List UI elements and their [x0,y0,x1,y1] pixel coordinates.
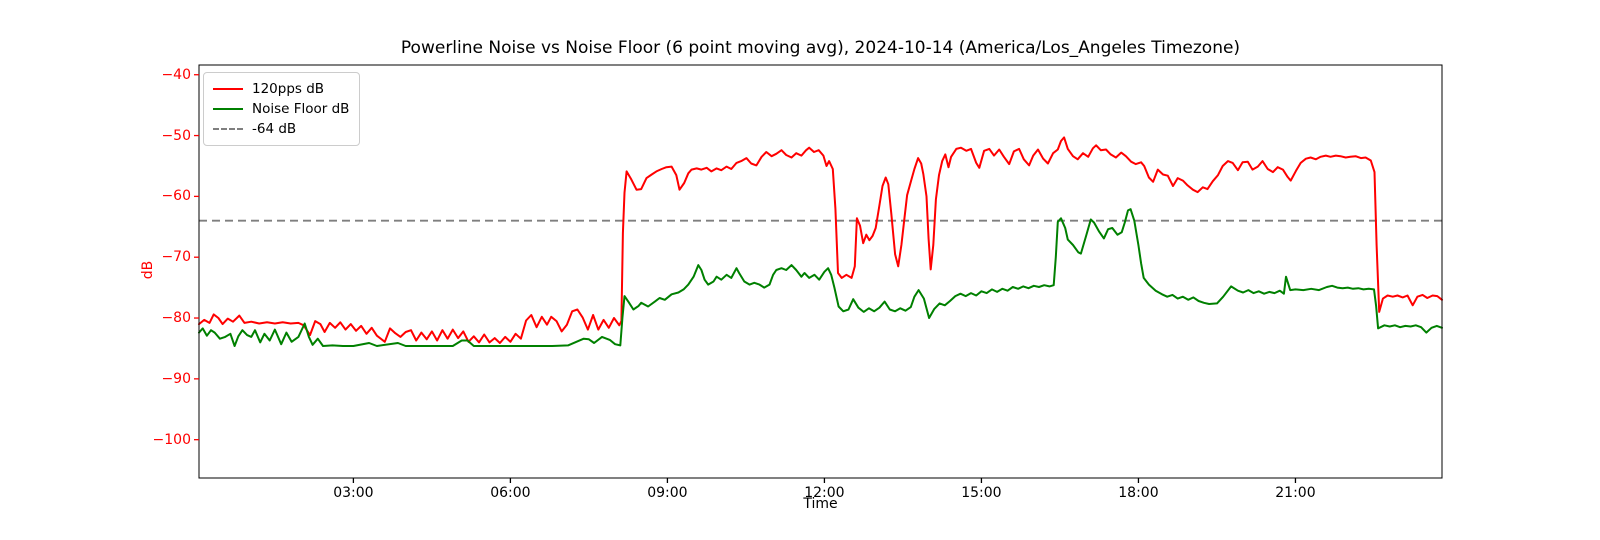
x-tick-label: 18:00 [1118,485,1159,501]
x-tick-label: 03:00 [333,485,374,501]
y-tick-label: −50 [161,127,191,144]
y-tick-label: −60 [161,188,191,205]
legend-item-label: -64 dB [252,121,297,137]
legend: 120pps dB Noise Floor dB -64 dB [203,72,361,146]
x-axis-label: Time [803,496,838,512]
x-tick-label: 12:00 [804,485,845,501]
y-tick-label: −70 [161,249,191,266]
legend-item: 120pps dB [213,79,349,99]
legend-line-sample [213,128,243,130]
chart-title: Powerline Noise vs Noise Floor (6 point … [400,38,1241,58]
legend-item-label: 120pps dB [252,81,325,97]
x-tick-label: 15:00 [961,485,1002,501]
legend-line-sample [213,88,243,90]
x-tick-label: 09:00 [647,485,688,501]
legend-item: Noise Floor dB [213,99,349,119]
series-line-120pps [198,136,1443,344]
y-tick-label: −40 [161,66,191,83]
legend-item-label: Noise Floor dB [252,101,350,117]
x-tick-label: 06:00 [490,485,531,501]
legend-item: -64 dB [213,119,349,139]
legend-line-sample [213,108,243,110]
y-tick-label: −100 [152,431,191,448]
y-tick-label: −90 [161,370,191,387]
x-tick-label: 21:00 [1275,485,1316,501]
axes-border [198,64,1443,479]
y-tick-label: −80 [161,310,191,327]
series-line-noise-floor [198,208,1443,347]
